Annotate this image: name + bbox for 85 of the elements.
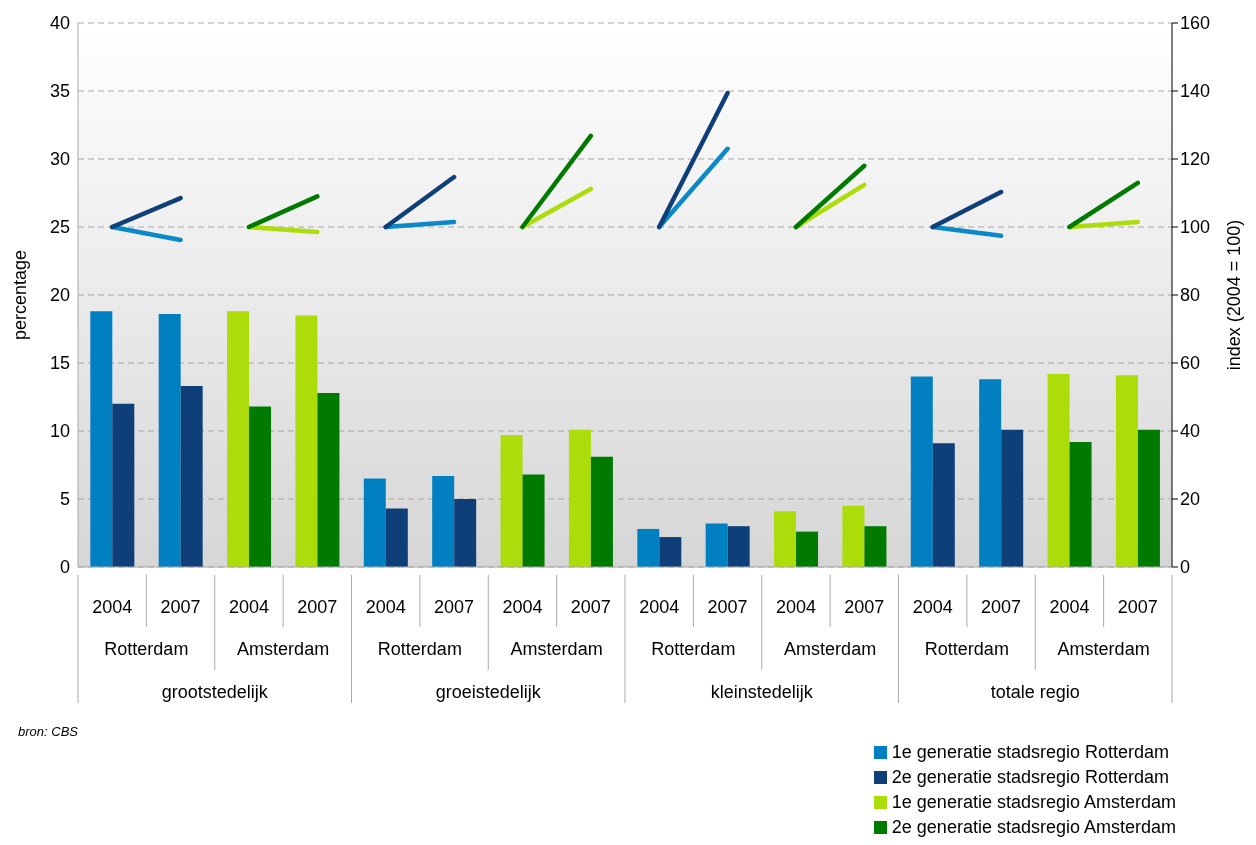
y2-tick-label: 60 [1180,353,1201,374]
text: Amsterdam [510,639,603,659]
text: bron: CBS [18,724,78,739]
text: totale regio [990,682,1080,702]
bar [522,474,545,567]
bar [932,443,955,567]
y-tick-label: 30 [49,149,70,170]
x-tick-label: 2004 [639,597,680,617]
text: Amsterdam [237,639,330,659]
bar [454,499,477,567]
legend-label: 1e generatie stadsregio Amsterdam [891,791,1176,814]
text: Rotterdam [924,639,1009,659]
bar [705,523,728,567]
text: grootstedelijk [161,682,269,702]
bar [864,526,887,567]
y2-tick-label: 100 [1180,217,1211,238]
x-tick-label: 2004 [92,597,133,617]
bar [774,511,797,567]
x-tick-label: 2007 [160,597,201,617]
bar [979,379,1002,567]
y2-tick-label: 80 [1180,285,1201,306]
x-tick-label: 2007 [844,597,885,617]
bar [842,505,865,567]
x-tick-label: 2007 [434,597,475,617]
legend-label: 2e generatie stadsregio Rotterdam [891,766,1169,789]
y-tick-label: 35 [49,81,70,102]
bar [590,456,613,567]
y-tick-label: 40 [49,13,70,34]
text: Amsterdam [784,639,877,659]
y-axis-title: percentage [10,249,31,341]
x-tick-label: 2007 [297,597,338,617]
x-tick-label: 2007 [981,597,1022,617]
bar [158,314,181,567]
bar [1115,375,1138,567]
bar [659,537,682,567]
bar [249,406,272,567]
bar [1137,429,1160,567]
y2-tick-label: 120 [1180,149,1211,170]
x-tick-label: 2004 [912,597,953,617]
x-tick-label: 2004 [775,597,816,617]
bar [1047,373,1070,567]
x-tick-label: 2007 [570,597,611,617]
bar [727,526,750,567]
y2-tick-label: 140 [1180,81,1211,102]
text: Rotterdam [377,639,462,659]
y-tick-label: 5 [59,489,70,510]
bar [363,478,386,567]
bar [180,386,203,567]
legend-label: 1e generatie stadsregio Rotterdam [891,741,1169,764]
y-tick-label: 0 [59,557,70,578]
x-tick-label: 2004 [1049,597,1090,617]
x-tick-label: 2007 [707,597,748,617]
bar [910,376,933,567]
y-tick-label: 25 [49,217,70,238]
bar [1069,441,1092,567]
text: Amsterdam [1057,639,1150,659]
text: Rotterdam [651,639,736,659]
x-tick-label: 2007 [1117,597,1158,617]
bar [637,528,660,567]
bar [432,475,455,567]
y-tick-label: 20 [49,285,70,306]
bar [295,315,318,567]
text: Rotterdam [104,639,189,659]
text: groeistedelijk [435,682,542,702]
x-tick-label: 2004 [502,597,543,617]
bar [385,508,408,567]
bar [796,531,819,567]
y2-tick-label: 0 [1180,557,1191,578]
bar [112,403,135,567]
y2-tick-label: 160 [1180,13,1211,34]
y-tick-label: 15 [49,353,70,374]
x-tick-label: 2004 [365,597,406,617]
y2-tick-label: 40 [1180,421,1201,442]
y-tick-label: 10 [49,421,70,442]
x-tick-label: 2004 [228,597,269,617]
bar [317,392,340,567]
text: kleinstedelijk [710,682,814,702]
y2-axis-title: index (2004 = 100) [1224,219,1245,371]
bar [90,311,113,567]
bar [568,429,591,567]
bar [1001,429,1024,567]
bar [500,435,523,567]
bar [227,311,250,567]
legend-label: 2e generatie stadsregio Amsterdam [891,816,1176,839]
y2-tick-label: 20 [1180,489,1201,510]
